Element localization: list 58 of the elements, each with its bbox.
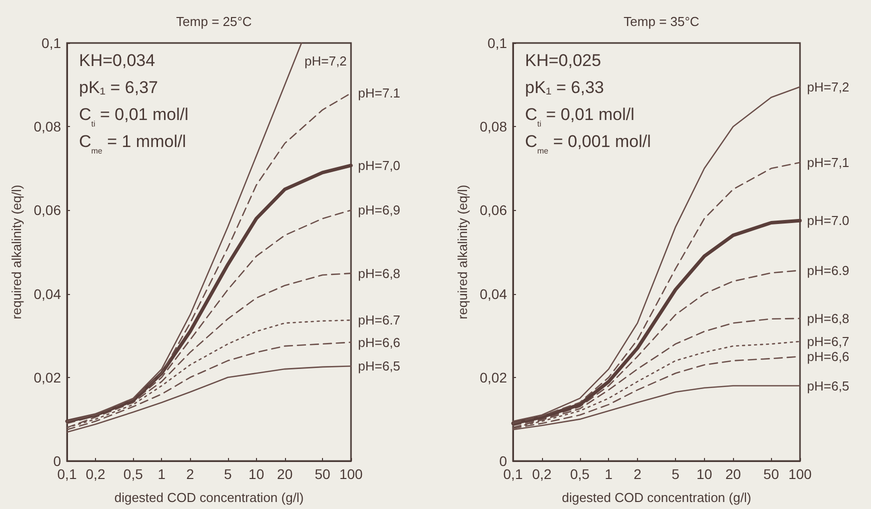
chart-title: Temp = 25°C bbox=[176, 14, 252, 29]
x-tick-label: 10 bbox=[248, 466, 264, 482]
x-axis-title: digested COD concentration (g/l) bbox=[562, 490, 752, 505]
x-tick-label: 2 bbox=[186, 466, 194, 482]
annotation: pK₁ = 6,33 bbox=[525, 78, 604, 97]
y-tick-label: 0,04 bbox=[480, 286, 508, 302]
y-tick-label: 0,1 bbox=[488, 35, 508, 51]
annotation: KH=0,034 bbox=[79, 51, 156, 70]
x-tick-label: 1 bbox=[604, 466, 613, 482]
series-label: pH=6.7 bbox=[358, 312, 400, 328]
y-tick-label: 0,06 bbox=[480, 202, 508, 218]
x-tick-label: 10 bbox=[696, 466, 712, 482]
y-tick-label: 0,06 bbox=[34, 202, 62, 218]
y-tick-label: 0,02 bbox=[480, 369, 508, 386]
x-tick-label: 50 bbox=[763, 466, 780, 482]
series-label: pH=7.0 bbox=[807, 213, 850, 228]
series-label: pH=7.1 bbox=[358, 86, 400, 101]
y-tick-label: 0,1 bbox=[42, 35, 62, 51]
series-label: pH=6,7 bbox=[807, 334, 850, 349]
series-label: pH=7,0 bbox=[358, 158, 400, 173]
x-tick-label: 0,1 bbox=[57, 466, 77, 482]
x-tick-label: 20 bbox=[725, 466, 742, 482]
x-tick-label: 1 bbox=[158, 466, 166, 482]
series-label: pH=6.9 bbox=[807, 262, 850, 278]
chart-title: Temp = 35°C bbox=[624, 14, 700, 29]
x-tick-label: 0,5 bbox=[123, 466, 144, 482]
series-label: pH=6,6 bbox=[358, 334, 400, 350]
annotation: KH=0,025 bbox=[525, 51, 602, 70]
annotation: pK₁ = 6,37 bbox=[79, 78, 158, 97]
x-tick-label: 50 bbox=[314, 466, 330, 482]
x-axis-title: digested COD concentration (g/l) bbox=[114, 490, 304, 505]
x-tick-label: 5 bbox=[672, 466, 680, 482]
y-tick-label: 0 bbox=[53, 453, 62, 469]
x-tick-label: 0,2 bbox=[532, 466, 552, 482]
y-tick-label: 0,08 bbox=[480, 118, 508, 135]
x-tick-label: 5 bbox=[224, 466, 232, 482]
x-tick-label: 100 bbox=[788, 466, 812, 482]
x-tick-label: 0,1 bbox=[503, 466, 523, 482]
x-tick-label: 0,5 bbox=[570, 466, 590, 482]
series-label: pH=7,2 bbox=[807, 79, 850, 94]
series-label: pH=6,8 bbox=[807, 310, 850, 326]
series-label: pH=6,9 bbox=[358, 202, 400, 218]
y-tick-label: 0 bbox=[499, 453, 508, 469]
y-tick-label: 0,02 bbox=[34, 369, 62, 386]
x-tick-label: 20 bbox=[277, 466, 293, 482]
series-label: pH=7,2 bbox=[304, 54, 347, 68]
y-axis-title: required alkalinity (eq/l) bbox=[8, 184, 24, 320]
x-tick-label: 100 bbox=[339, 466, 363, 482]
y-tick-label: 0,08 bbox=[34, 118, 62, 135]
series-label: pH=6,5 bbox=[807, 378, 850, 394]
x-tick-label: 2 bbox=[634, 466, 642, 482]
series-label: pH=6,6 bbox=[807, 349, 850, 364]
series-label: pH=6,5 bbox=[358, 358, 400, 374]
series-label: pH=7,1 bbox=[807, 155, 850, 170]
series-label: pH=6,8 bbox=[358, 266, 400, 281]
y-axis-title: required alkalinity (eq/l) bbox=[454, 184, 470, 320]
y-tick-label: 0,04 bbox=[34, 286, 62, 302]
x-tick-label: 0,2 bbox=[86, 466, 106, 482]
